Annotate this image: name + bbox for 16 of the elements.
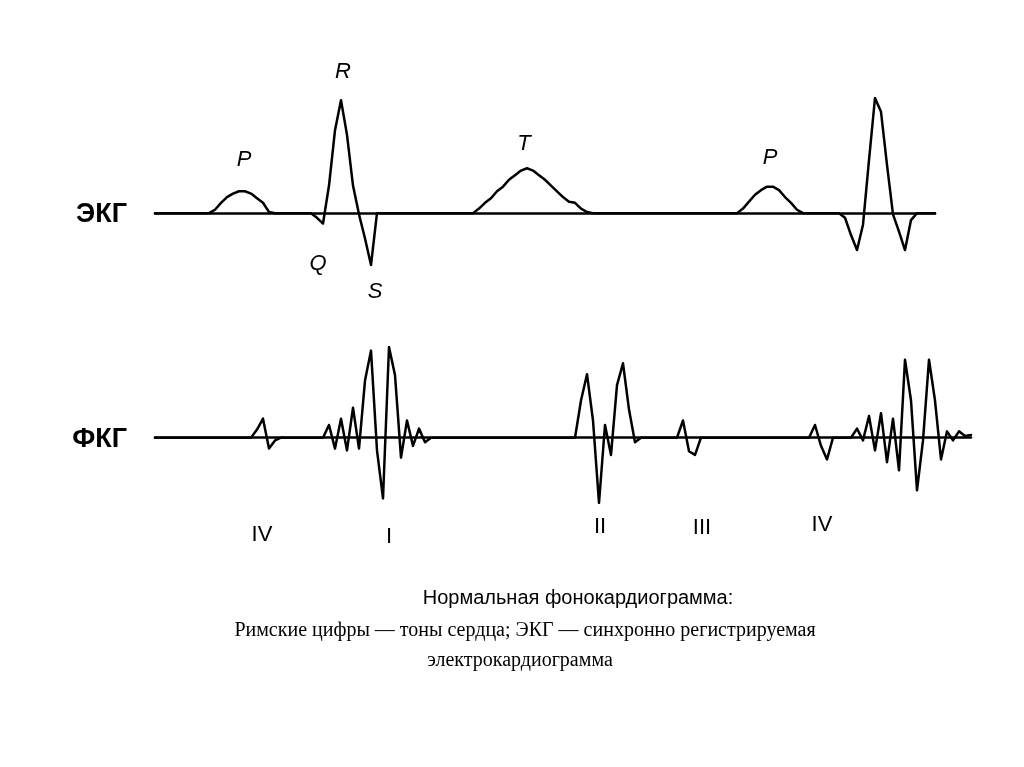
annotation: T xyxy=(517,129,533,155)
text: электрокардиограмма xyxy=(427,648,613,671)
text: Римские цифры — тоны сердца; ЭКГ — синхронно регистрируемая xyxy=(234,618,816,641)
text: S xyxy=(367,277,383,303)
annotation: Q xyxy=(309,249,327,275)
y-axis-title: ЭКГ xyxy=(76,198,127,229)
y-axis-title: ФКГ xyxy=(72,422,127,453)
text: Нормальная фонокардиограмма: xyxy=(422,586,734,608)
text: R xyxy=(335,57,352,83)
text: II xyxy=(593,512,607,538)
text: IV xyxy=(251,520,273,546)
annotation: P xyxy=(762,143,778,169)
annotation: P xyxy=(236,145,252,171)
text: IV xyxy=(811,510,833,536)
text: III xyxy=(692,513,712,539)
text: I xyxy=(385,522,393,548)
